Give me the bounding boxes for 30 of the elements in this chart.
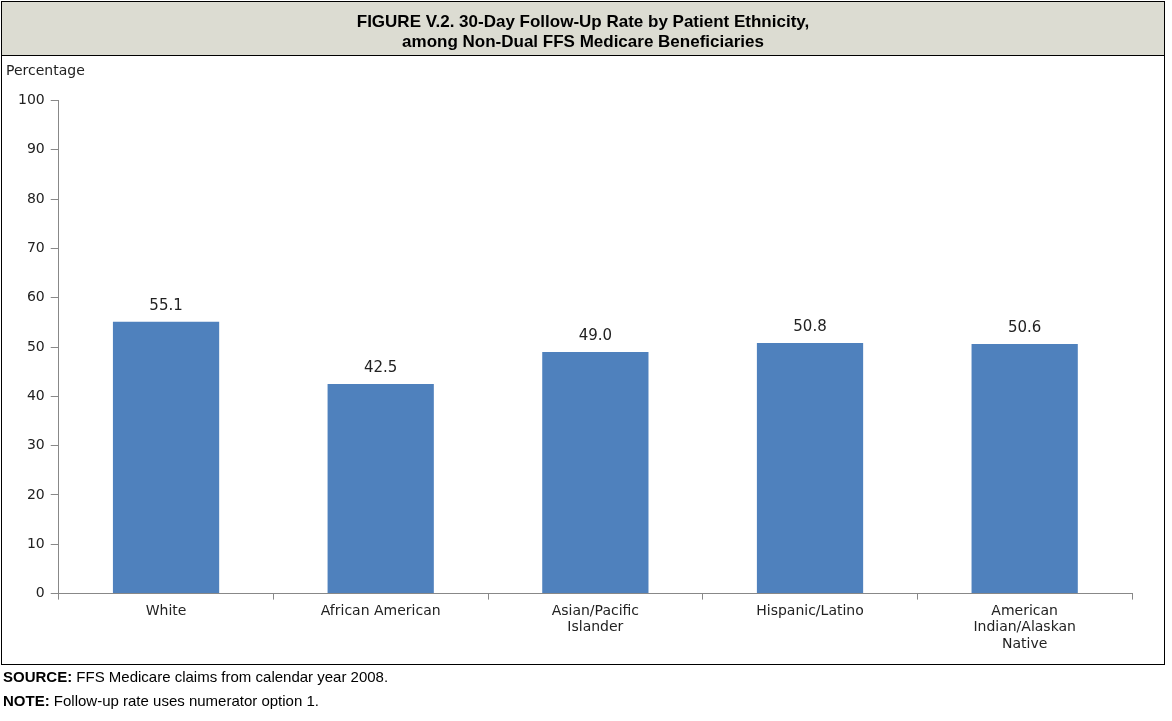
y-axis-title: Percentage <box>6 62 85 78</box>
bar <box>542 351 649 594</box>
x-tick-label: American Indian/Alaskan Native <box>973 601 1076 652</box>
y-tick-label: 40 <box>26 386 45 403</box>
data-label: 50.6 <box>1007 318 1042 337</box>
y-tick-label: 90 <box>26 140 45 157</box>
y-tick-label: 60 <box>26 288 45 305</box>
y-tick-label: 10 <box>26 534 45 551</box>
bar <box>971 344 1078 594</box>
data-label: 55.1 <box>149 296 183 315</box>
data-label: 42.5 <box>364 358 398 377</box>
text: NOTE: Follow-up rate uses numerator option 1. <box>2 691 320 711</box>
chart-title: FIGURE V.2. 30-Day Follow-Up Rate by Patient Ethnicity, among Non-Dual FFS Medicare Beneficiaries <box>1 1 1165 56</box>
y-tick-label: 20 <box>26 485 45 502</box>
y-tick-label: 0 <box>35 584 45 601</box>
bar <box>327 383 434 594</box>
bar <box>112 321 220 594</box>
x-tick-label: White <box>145 601 187 618</box>
bar <box>756 343 864 594</box>
y-tick-label: 70 <box>26 239 45 255</box>
source-note: SOURCE: FFS Medicare claims from calendar year 2008. <box>2 667 390 687</box>
data-label: 49.0 <box>578 326 613 345</box>
x-tick-label: African American <box>320 601 441 618</box>
y-tick-label: 30 <box>26 436 45 453</box>
data-label: 50.8 <box>793 317 827 336</box>
y-tick-label: 80 <box>26 189 45 206</box>
y-tick-label: 100 <box>17 91 45 108</box>
x-tick-label: Asian/Pacific Islander <box>551 601 640 635</box>
x-tick-label: Hispanic/Latino <box>756 601 864 618</box>
y-tick-label: 50 <box>26 337 45 354</box>
